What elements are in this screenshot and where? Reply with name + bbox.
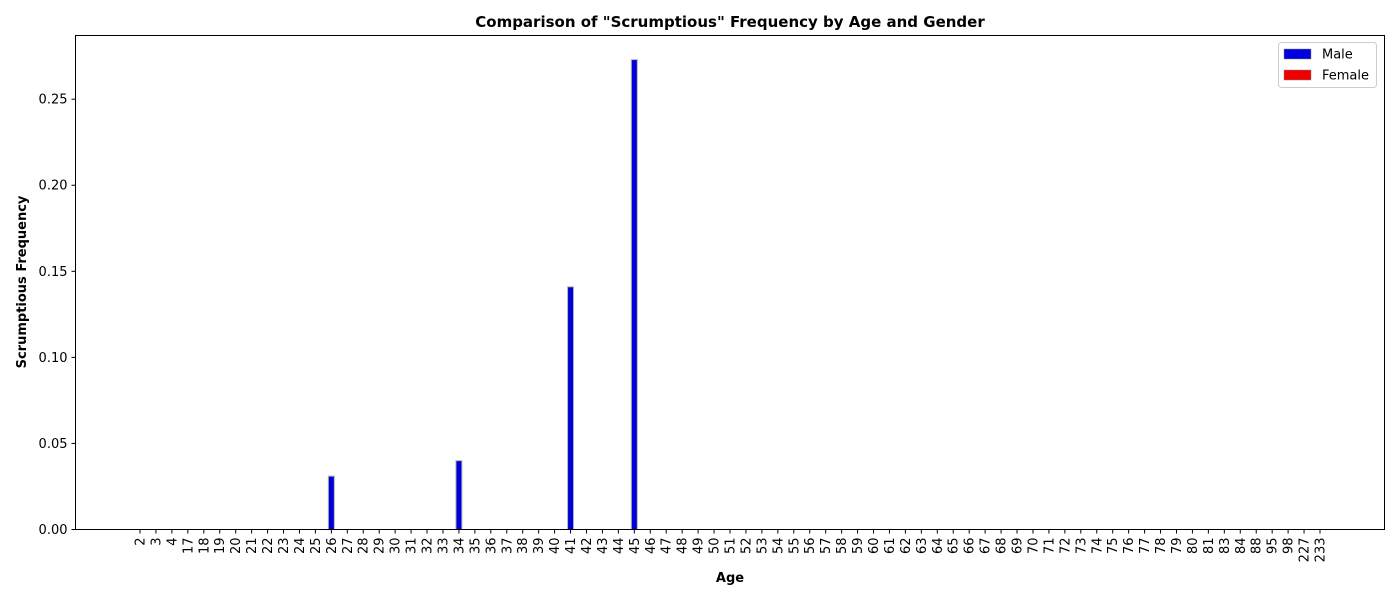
x-tick-label: 46 — [644, 538, 659, 555]
x-tick-label: 76 — [1122, 538, 1137, 555]
x-tick-label: 23 — [277, 538, 292, 555]
legend-swatch-female — [1283, 69, 1312, 81]
x-tick-label: 37 — [500, 538, 515, 555]
x-tick-label: 31 — [405, 538, 420, 555]
x-tick-label: 39 — [532, 538, 547, 555]
x-tick-label: 62 — [899, 538, 914, 555]
x-tick-label: 18 — [197, 538, 212, 555]
x-tick-label: 40 — [548, 538, 563, 555]
x-tick-label: 81 — [1202, 538, 1217, 555]
x-tick-label: 61 — [883, 538, 898, 555]
x-tick-label: 73 — [1074, 538, 1089, 555]
legend: Male Female — [1278, 42, 1377, 88]
x-tick-label: 67 — [979, 538, 994, 555]
y-tick-label: 0.00 — [39, 523, 68, 538]
x-tick-label: 29 — [373, 538, 388, 555]
x-tick-label: 78 — [1154, 538, 1169, 555]
x-tick-label: 72 — [1058, 538, 1073, 555]
x-tick-label: 4 — [165, 538, 180, 546]
x-tick-label: 51 — [724, 538, 739, 555]
x-tick-label: 70 — [1026, 538, 1041, 555]
x-tick-label: 79 — [1170, 538, 1185, 555]
x-tick-label: 88 — [1250, 538, 1265, 555]
x-tick-label: 17 — [181, 538, 196, 555]
x-tick-label: 44 — [612, 538, 627, 555]
x-tick-label: 22 — [261, 538, 276, 555]
x-tick-label: 75 — [1106, 538, 1121, 555]
legend-label-male: Male — [1322, 48, 1353, 63]
x-tick-label: 54 — [771, 538, 786, 555]
x-tick-label: 28 — [357, 538, 372, 555]
x-tick-label: 69 — [1011, 538, 1026, 555]
x-tick-label: 59 — [851, 538, 866, 555]
x-tick-label: 24 — [293, 538, 308, 555]
x-tick-label: 20 — [229, 538, 244, 555]
plot-frame — [75, 35, 1385, 530]
y-tick-label: 0.20 — [39, 179, 68, 194]
x-tick-label: 56 — [803, 538, 818, 555]
x-tick-label: 77 — [1138, 538, 1153, 555]
legend-label-female: Female — [1322, 69, 1369, 84]
x-tick-label: 233 — [1314, 538, 1329, 563]
x-tick-label: 2 — [134, 538, 149, 546]
x-tick-label: 53 — [755, 538, 770, 555]
x-tick-label: 49 — [692, 538, 707, 555]
x-tick-label: 57 — [819, 538, 834, 555]
x-tick-label: 50 — [708, 538, 723, 555]
bars — [327, 59, 638, 530]
bar-male — [327, 475, 335, 530]
y-axis: 0.00 0.05 0.10 0.15 0.20 0.25 — [39, 93, 76, 538]
x-tick-label: 95 — [1266, 538, 1281, 555]
x-tick-label: 26 — [325, 538, 340, 555]
bar-male — [567, 286, 575, 530]
x-axis-label: Age — [716, 571, 744, 586]
x-tick-label: 63 — [915, 538, 930, 555]
y-tick-label: 0.15 — [39, 265, 68, 280]
x-tick-label: 45 — [628, 538, 643, 555]
x-tick-label: 30 — [389, 538, 404, 555]
x-tick-label: 52 — [739, 538, 754, 555]
x-tick-label: 65 — [947, 538, 962, 555]
x-tick-label: 66 — [963, 538, 978, 555]
x-tick-label: 3 — [149, 538, 164, 546]
x-tick-label: 64 — [931, 538, 946, 555]
x-tick-label: 33 — [436, 538, 451, 555]
x-tick-label: 34 — [452, 538, 467, 555]
x-tick-label: 41 — [564, 538, 579, 555]
bar-male — [630, 59, 638, 530]
y-tick-label: 0.25 — [39, 93, 68, 108]
x-tick-label: 42 — [580, 538, 595, 555]
y-tick-label: 0.05 — [39, 437, 68, 452]
x-tick-label: 19 — [213, 538, 228, 555]
x-tick-label: 48 — [676, 538, 691, 555]
x-tick-label: 227 — [1298, 538, 1313, 563]
x-tick-label: 80 — [1186, 538, 1201, 555]
y-tick-label: 0.10 — [39, 351, 68, 366]
x-tick-label: 43 — [596, 538, 611, 555]
x-tick-label: 32 — [421, 538, 436, 555]
legend-swatch-male — [1283, 48, 1312, 60]
y-axis-label: Scrumptious Frequency — [15, 195, 30, 368]
chart-title: Comparison of "Scrumptious" Frequency by… — [475, 13, 985, 31]
x-tick-label: 58 — [835, 538, 850, 555]
x-tick-label: 55 — [787, 538, 802, 555]
x-tick-label: 84 — [1234, 538, 1249, 555]
x-tick-label: 74 — [1090, 538, 1105, 555]
x-tick-label: 98 — [1282, 538, 1297, 555]
x-tick-label: 47 — [660, 538, 675, 555]
x-tick-label: 38 — [516, 538, 531, 555]
x-axis: 2 3 4 17 18 19 20 21 22 23 24 25 26 27 28 29 30 31 32 33 34 3… — [134, 529, 1329, 563]
bar-male — [455, 460, 463, 530]
x-tick-label: 60 — [867, 538, 882, 555]
x-tick-label: 35 — [468, 538, 483, 555]
x-tick-label: 68 — [995, 538, 1010, 555]
x-tick-label: 21 — [245, 538, 260, 555]
x-tick-label: 36 — [484, 538, 499, 555]
x-tick-label: 71 — [1042, 538, 1057, 555]
x-tick-label: 83 — [1218, 538, 1233, 555]
x-tick-label: 27 — [341, 538, 356, 555]
x-tick-label: 25 — [309, 538, 324, 555]
